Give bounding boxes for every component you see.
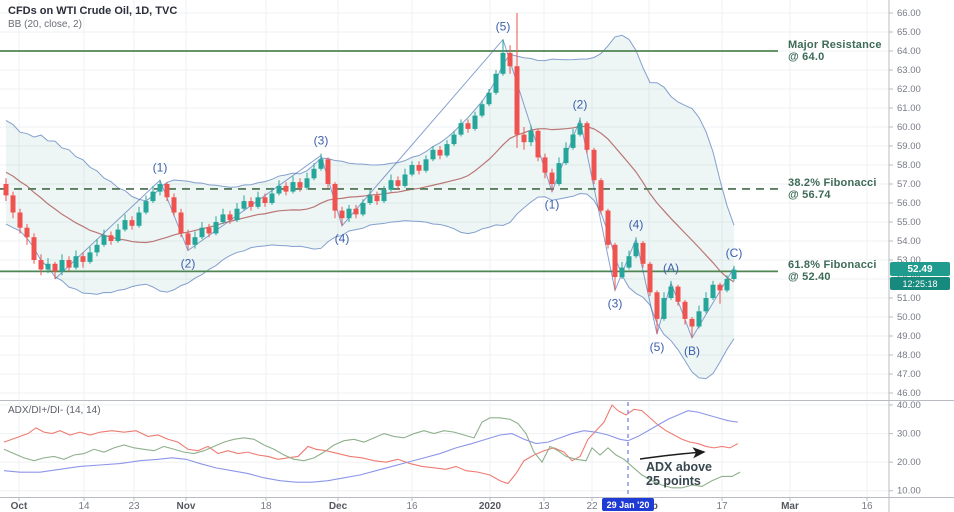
wave-label-4: (4) (629, 217, 644, 231)
annotation-arrow[interactable] (639, 447, 706, 460)
svg-text:50.00: 50.00 (897, 312, 921, 323)
level-label-fib-618[interactable]: 61.8% Fibonacci @ 52.40 (788, 259, 877, 283)
wave-label-A: (A) (663, 261, 679, 275)
svg-text:54.00: 54.00 (897, 236, 921, 247)
adx-line-di_plus (3, 417, 741, 489)
adx-annotation[interactable]: ADX above 25 points (646, 460, 712, 488)
grid-layer (0, 0, 889, 497)
wave-label-2: (2) (573, 98, 588, 112)
svg-text:40.00: 40.00 (897, 400, 921, 411)
wave-label-5: (5) (650, 340, 665, 354)
wave-label-1: (1) (153, 160, 168, 174)
indicator-label-bb[interactable]: BB (20, close, 2) (8, 19, 82, 30)
last-price-badge: 52.49 (890, 262, 950, 276)
svg-text:59.00: 59.00 (897, 141, 921, 152)
svg-text:47.00: 47.00 (897, 369, 921, 380)
svg-text:10.00: 10.00 (897, 486, 921, 497)
adx-line-di_minus (3, 404, 739, 485)
symbol-title[interactable]: CFDs on WTI Crude Oil, 1D, TVC (8, 5, 178, 17)
svg-text:Dec: Dec (329, 501, 348, 512)
adx-line-adx (3, 410, 739, 483)
svg-text:58.00: 58.00 (897, 160, 921, 171)
svg-text:57.00: 57.00 (897, 179, 921, 190)
svg-text:14: 14 (78, 501, 90, 512)
wave-label-1: (1) (545, 198, 560, 212)
svg-text:66.00: 66.00 (897, 8, 921, 19)
svg-text:Oct: Oct (11, 501, 28, 512)
svg-text:23: 23 (128, 501, 140, 512)
chart-legend[interactable]: CFDs on WTI Crude Oil, 1D, TVC BB (20, c… (8, 5, 177, 31)
svg-text:56.00: 56.00 (897, 198, 921, 209)
svg-text:22: 22 (586, 501, 598, 512)
svg-text:65.00: 65.00 (897, 27, 921, 38)
wave-label-B: (B) (684, 344, 700, 358)
svg-text:61.00: 61.00 (897, 103, 921, 114)
wave-label-3: (3) (608, 296, 623, 310)
wave-labels-layer[interactable]: (1) (2) (3) (4) (5) (1) (2) (3) (4) (5) (A) (B) (C) (153, 20, 743, 358)
time-axis[interactable]: Oct1423Nov18Dec1620201322Feb17Mar16 (11, 497, 873, 512)
svg-text:2020: 2020 (479, 501, 502, 512)
svg-text:49.00: 49.00 (897, 331, 921, 342)
indicator-label-adx[interactable]: ADX/DI+/DI- (14, 14) (8, 405, 101, 416)
svg-text:30.00: 30.00 (897, 429, 921, 440)
svg-text:48.00: 48.00 (897, 350, 921, 361)
level-label-major-resistance[interactable]: Major Resistance @ 64.0 (788, 39, 882, 63)
svg-text:18: 18 (260, 501, 272, 512)
svg-text:16: 16 (406, 501, 418, 512)
svg-text:Nov: Nov (177, 501, 196, 512)
level-label-fib-382[interactable]: 38.2% Fibonacci @ 56.74 (788, 177, 877, 201)
svg-text:63.00: 63.00 (897, 65, 921, 76)
candles-layer (3, 13, 737, 338)
svg-text:46.00: 46.00 (897, 388, 921, 399)
wave-label-4: (4) (335, 232, 350, 246)
svg-text:51.00: 51.00 (897, 293, 921, 304)
wave-label-3: (3) (314, 134, 329, 148)
wave-label-2: (2) (181, 256, 196, 270)
wave-label-5: (5) (496, 20, 511, 34)
svg-text:17: 17 (716, 501, 728, 512)
svg-text:64.00: 64.00 (897, 46, 921, 57)
countdown-badge: 12:25:18 (890, 277, 950, 290)
adx-lines-layer (3, 404, 741, 489)
svg-text:53.00: 53.00 (897, 255, 921, 266)
svg-text:13: 13 (538, 501, 550, 512)
svg-text:55.00: 55.00 (897, 217, 921, 228)
price-axis[interactable]: 66.00 65.00 64.00 63.00 62.00 61.00 60.00 59.00… (889, 8, 921, 497)
svg-text:60.00: 60.00 (897, 122, 921, 133)
wave-label-C: (C) (726, 246, 743, 260)
svg-text:Mar: Mar (781, 501, 799, 512)
svg-text:20.00: 20.00 (897, 457, 921, 468)
date-axis-badge: 29 Jan '20 (602, 498, 654, 511)
bollinger-bands-layer (5, 34, 735, 380)
svg-text:62.00: 62.00 (897, 84, 921, 95)
svg-text:16: 16 (861, 501, 873, 512)
